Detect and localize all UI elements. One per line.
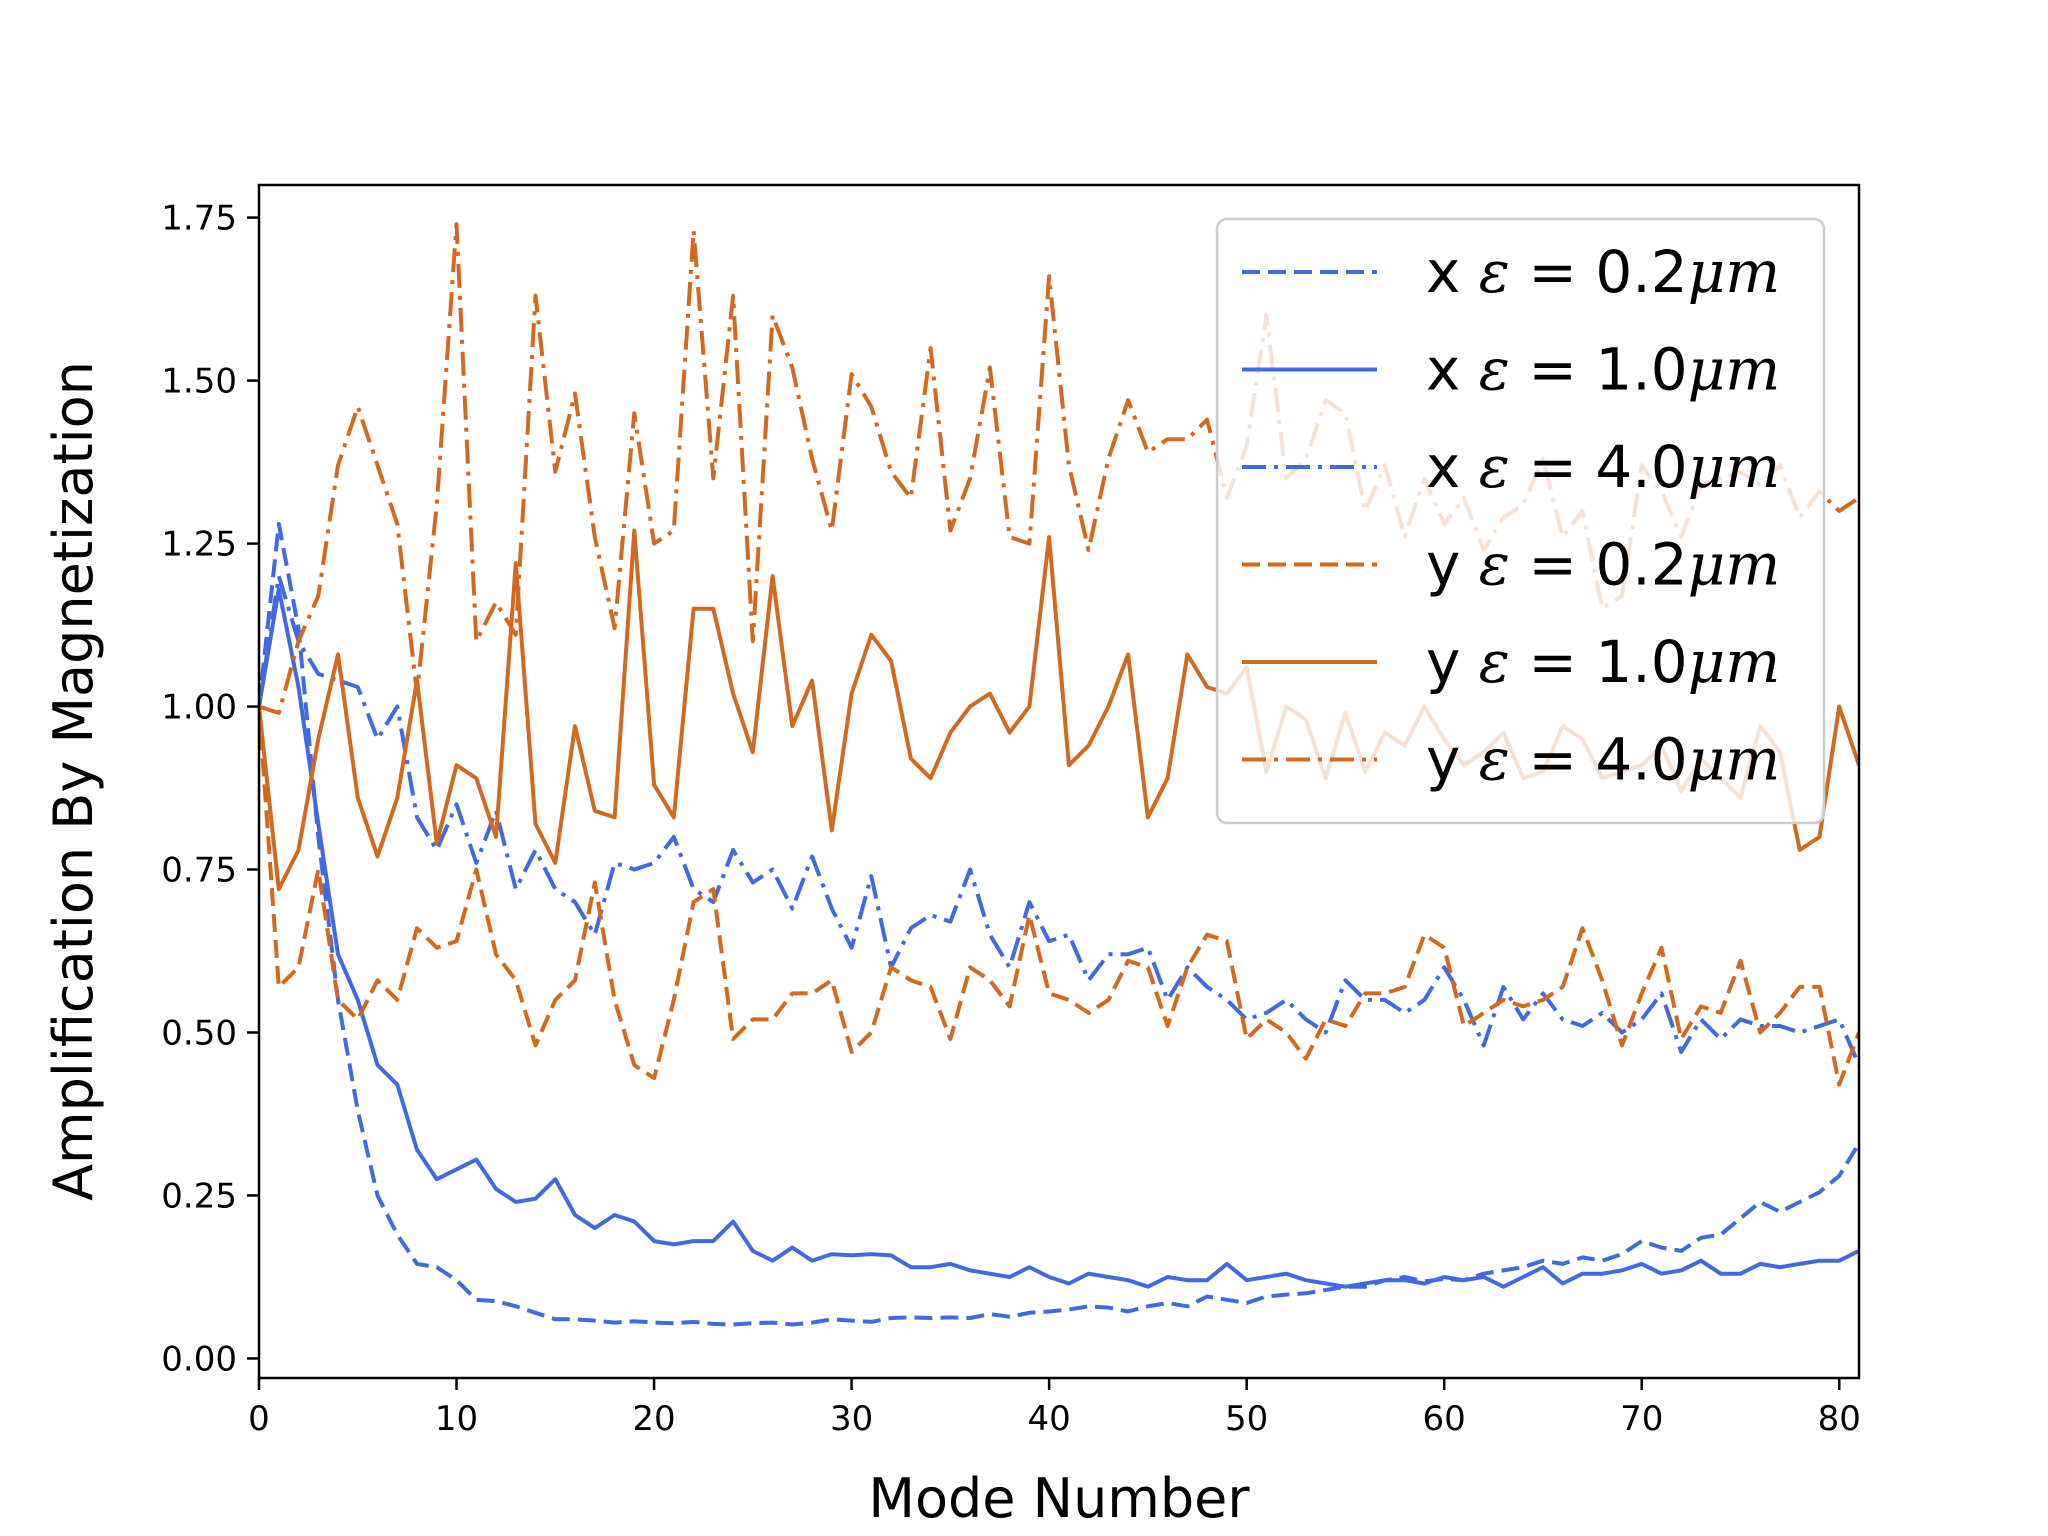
- legend-label: y ε = 1.0μm: [1426, 628, 1780, 696]
- x-tick-label: 80: [1818, 1399, 1861, 1439]
- legend: x ε = 0.2μm x ε = 1.0μm x ε = 4.0μm y ε = 0…: [1215, 217, 1826, 825]
- x-tick-label: 40: [1027, 1399, 1070, 1439]
- x-axis-label: Mode Number: [868, 1467, 1250, 1530]
- y-tick-label: 0.75: [161, 851, 237, 891]
- x-tick-label: 10: [435, 1399, 478, 1439]
- y-tick-label: 0.25: [161, 1176, 237, 1216]
- x-tick-label: 50: [1225, 1399, 1268, 1439]
- y-tick-label: 0.00: [161, 1339, 237, 1379]
- y-tick-label: 1.00: [161, 688, 237, 728]
- legend-label: y ε = 0.2μm: [1426, 531, 1780, 599]
- legend-item: y ε = 1.0μm: [1242, 628, 1780, 696]
- legend-item: x ε = 0.2μm: [1242, 238, 1780, 306]
- legend-item: x ε = 4.0μm: [1242, 433, 1780, 501]
- series-line-x-1-0: [259, 587, 1859, 1289]
- x-tick-label: 70: [1620, 1399, 1663, 1439]
- series-line-x-4-0: [259, 574, 1859, 1066]
- x-tick-label: 30: [830, 1399, 873, 1439]
- y-tick-label: 1.75: [161, 199, 237, 239]
- x-axis: 0 10 20 30 40 50 60 70 80: [248, 1378, 1861, 1439]
- y-tick-label: 1.50: [161, 362, 237, 402]
- legend-label: y ε = 4.0μm: [1426, 726, 1780, 794]
- legend-item: x ε = 1.0μm: [1242, 336, 1780, 404]
- y-axis: 0.00 0.25 0.50 0.75 1.00 1.25 1.50 1.75: [161, 199, 259, 1379]
- y-tick-label: 1.25: [161, 525, 237, 565]
- series-line-y-0-2: [259, 706, 1859, 1087]
- x-tick-label: 60: [1423, 1399, 1466, 1439]
- legend-label: x ε = 1.0μm: [1426, 336, 1780, 404]
- x-tick-label: 20: [632, 1399, 675, 1439]
- legend-item: y ε = 0.2μm: [1242, 531, 1780, 599]
- legend-label: x ε = 4.0μm: [1426, 433, 1780, 501]
- y-tick-label: 0.50: [161, 1013, 237, 1053]
- plot-frame: [257, 183, 1861, 1380]
- legend-item: y ε = 4.0μm: [1242, 726, 1780, 794]
- legend-label: x ε = 0.2μm: [1426, 238, 1780, 306]
- y-axis-label: Amplification By Magnetization: [42, 361, 105, 1201]
- series-line-x-0-2: [259, 522, 1859, 1327]
- x-tick-label: 0: [248, 1399, 270, 1439]
